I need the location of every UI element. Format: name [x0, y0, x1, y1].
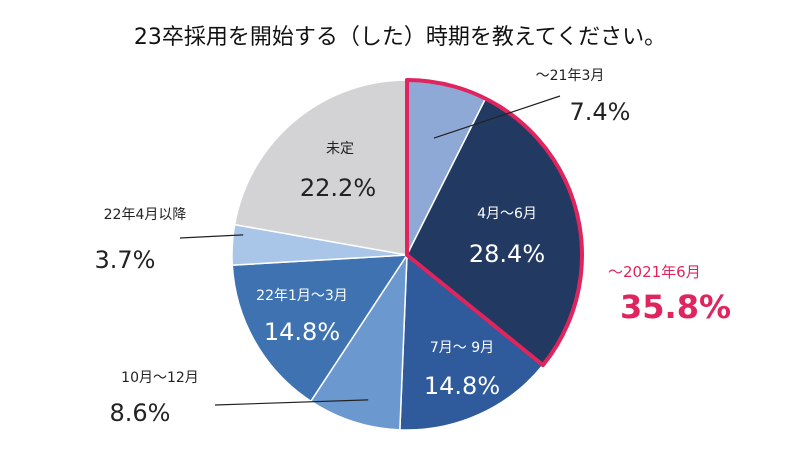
slice-label: 22年4月以降: [104, 207, 187, 223]
pie-slice-22-1-3: [231, 254, 409, 403]
highlight-outline: [405, 78, 584, 368]
leader-lines: [179, 95, 561, 406]
slice-label: 10月～12月: [121, 370, 199, 386]
highlight-label: ～2021年6月: [608, 263, 701, 281]
slice-value: 14.8%: [264, 318, 340, 346]
slice-label: 7月～ 9月: [430, 340, 494, 356]
pie-slice-x: [233, 79, 408, 256]
slice-label: 4月～6月: [477, 206, 537, 222]
leader-line: [179, 234, 244, 239]
slice-value: 8.6%: [110, 399, 171, 427]
highlight-labels: ～2021年6月 35.8%: [608, 263, 731, 326]
slice-label: 未定: [326, 141, 354, 157]
slice-value: 3.7%: [95, 246, 156, 274]
pie-slices: [231, 79, 583, 431]
highlight-value: 35.8%: [620, 288, 731, 326]
leader-line: [214, 399, 369, 406]
slice-value: 22.2%: [300, 174, 376, 202]
slice-value: 28.4%: [469, 240, 545, 268]
slice-value: 14.8%: [424, 372, 500, 400]
chart-title: 23卒採用を開始する（した）時期を教えてください。: [134, 25, 666, 50]
slice-labels: ～21年3月 7.4% 4月～6月 28.4% 7月～ 9月 14.8% 10月～12月 8.…: [95, 68, 631, 427]
highlight-border: [405, 78, 584, 368]
slice-label: 22年1月～3月: [256, 288, 348, 304]
slice-label: ～21年3月: [536, 68, 605, 84]
leader-line: [433, 95, 561, 139]
slice-value: 7.4%: [570, 98, 631, 126]
pie-slice-7-9: [399, 253, 545, 431]
